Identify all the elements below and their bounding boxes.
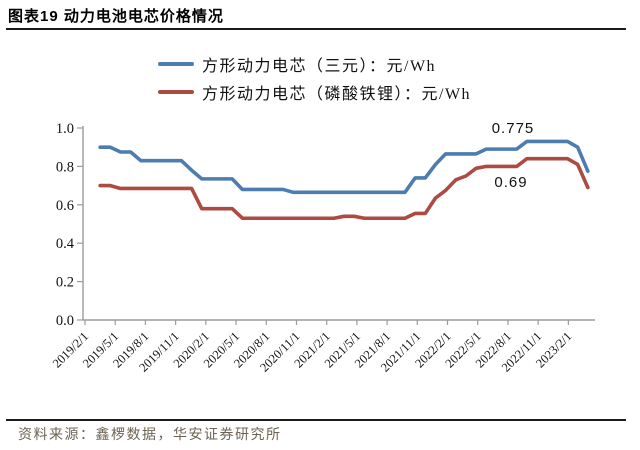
data-label-lfp-latest: 0.69 — [494, 174, 527, 191]
legend-label-lfp: 方形动力电芯（磷酸铁锂）：元/Wh — [202, 86, 472, 103]
legend-line-swatch-ternary — [158, 62, 194, 66]
y-tick-label: 1.0 — [56, 121, 74, 137]
y-tick-label: 0.0 — [56, 313, 74, 329]
y-tick-label: 0.2 — [56, 275, 74, 291]
source-note: 资料来源：鑫椤数据，华安证券研究所 — [18, 428, 282, 443]
y-tick-label: 0.6 — [56, 198, 74, 214]
y-tick-label: 0.4 — [56, 236, 75, 252]
footer-divider — [6, 419, 626, 421]
figure-title: 图表19 动力电池电芯价格情况 — [8, 8, 224, 25]
series-line-lfp — [98, 156, 590, 221]
chart-canvas: 1.00.80.60.40.20.02019/2/12019/5/12019/8… — [50, 120, 595, 375]
legend-line-swatch-lfp — [158, 90, 194, 94]
legend-label-ternary: 方形动力电芯（三元）：元/Wh — [202, 58, 437, 75]
y-tick-label: 0.8 — [56, 159, 74, 175]
chart-legend: 方形动力电芯（三元）：元/Wh 方形动力电芯（磷酸铁锂）：元/Wh — [158, 52, 471, 108]
title-divider — [6, 28, 626, 30]
data-label-ternary-latest: 0.775 — [492, 120, 535, 137]
price-line-chart: 1.0 0.8 0.6 0.4 0.2 0.0 2019/2/1 2019/5/1 2019/8… — [0, 110, 640, 410]
legend-item-lfp: 方形动力电芯（磷酸铁锂）：元/Wh — [158, 80, 471, 104]
legend-item-ternary: 方形动力电芯（三元）：元/Wh — [158, 52, 471, 76]
series-line-ternary — [98, 139, 590, 195]
